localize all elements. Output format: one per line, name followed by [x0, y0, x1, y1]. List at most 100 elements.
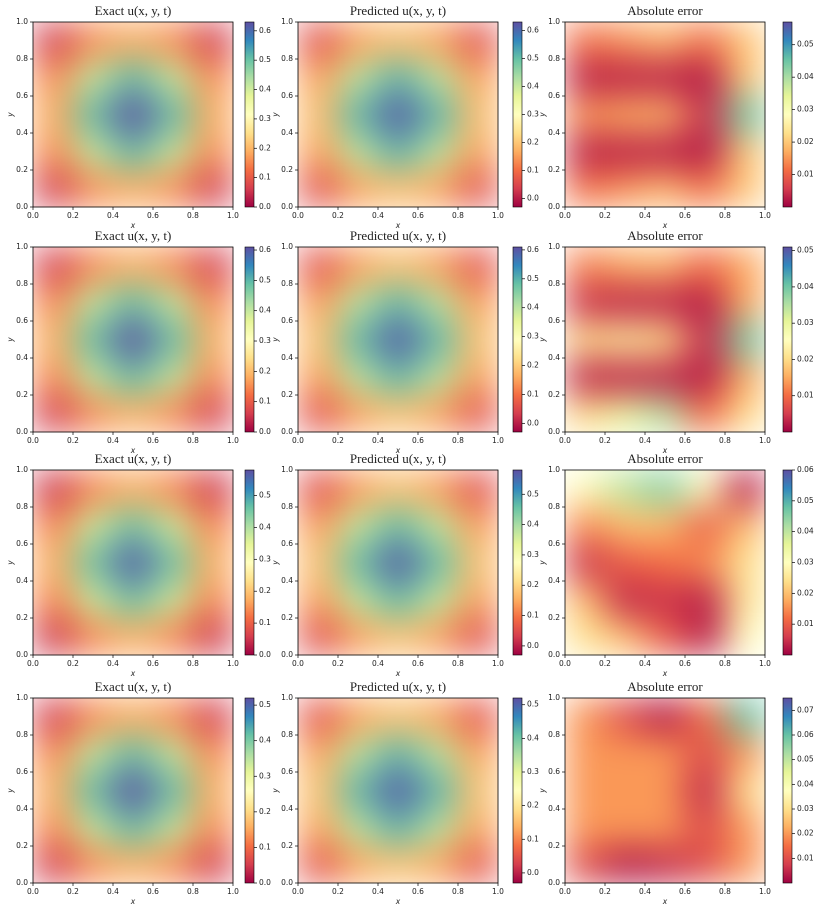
- y-tick-label: 0.0: [281, 202, 293, 211]
- heatmap-cell: [338, 321, 379, 359]
- x-axis-label: x: [395, 897, 401, 906]
- y-axis-label: y: [6, 560, 15, 566]
- colorbar-tick-label: 0.2: [259, 807, 271, 816]
- x-tick-label: 1.0: [759, 436, 771, 445]
- x-tick-label: 0.0: [27, 211, 39, 220]
- heatmap-cell: [458, 544, 499, 582]
- heatmap-cell: [193, 507, 234, 545]
- x-tick-label: 0.4: [639, 659, 651, 668]
- heatmap-cell: [725, 170, 766, 208]
- heatmap-cell: [418, 772, 459, 810]
- x-tick-label: 0.8: [452, 436, 464, 445]
- y-tick-label: 0.2: [548, 841, 560, 850]
- y-tick-label: 1.0: [16, 693, 28, 702]
- y-tick-label: 0.0: [548, 427, 560, 436]
- x-tick-label: 0.6: [412, 887, 424, 896]
- heatmap-cell: [645, 809, 686, 847]
- heatmap-cell: [685, 284, 726, 322]
- heatmap-cell: [565, 470, 606, 508]
- heatmap-cell: [298, 358, 339, 396]
- heatmap-field: [33, 470, 234, 656]
- heatmap-cell: [378, 284, 419, 322]
- heatmap-cell: [605, 96, 646, 134]
- heatmap-cell: [298, 809, 339, 847]
- x-axis-label: x: [395, 446, 401, 455]
- heatmap-cell: [113, 809, 154, 847]
- x-tick-label: 0.0: [27, 436, 39, 445]
- heatmap-cell: [33, 809, 74, 847]
- heatmap-cell: [418, 735, 459, 773]
- heatmap-cell: [193, 618, 234, 656]
- heatmap-cell: [565, 809, 606, 847]
- heatmap-cell: [685, 846, 726, 884]
- heatmap-cell: [338, 133, 379, 171]
- x-tick-label: 1.0: [759, 659, 771, 668]
- heatmap-cell: [458, 22, 499, 60]
- colorbar-tick-label: 0.1: [259, 618, 271, 627]
- y-tick-label: 0.8: [281, 279, 293, 288]
- y-tick-label: 1.0: [16, 242, 28, 251]
- colorbar-tick-label: 0.3: [259, 554, 271, 563]
- heatmap-cell: [418, 22, 459, 60]
- heatmap-cell: [418, 544, 459, 582]
- colorbar-tick-label: 0.5: [527, 53, 539, 62]
- panel-title: Exact u(x, y, t): [95, 679, 172, 694]
- heatmap-cell: [725, 395, 766, 433]
- x-tick-label: 0.8: [719, 436, 731, 445]
- heatmap-cell: [685, 321, 726, 359]
- heatmap-cell: [113, 772, 154, 810]
- y-tick-label: 0.4: [16, 128, 28, 137]
- x-tick-label: 0.0: [27, 659, 39, 668]
- panel-title: Absolute error: [627, 451, 703, 466]
- heatmap-cell: [298, 581, 339, 619]
- panel-title: Exact u(x, y, t): [95, 3, 172, 18]
- colorbar-tick-label: 0.4: [527, 81, 539, 90]
- y-tick-label: 1.0: [281, 693, 293, 702]
- x-tick-label: 0.2: [67, 887, 79, 896]
- x-tick-label: 0.0: [559, 887, 571, 896]
- x-axis-label: x: [395, 221, 401, 230]
- panel-title: Predicted u(x, y, t): [350, 3, 446, 18]
- heatmap-cell: [33, 395, 74, 433]
- heatmap-cell: [338, 507, 379, 545]
- heatmap-cell: [298, 284, 339, 322]
- heatmap-cell: [458, 284, 499, 322]
- colorbar-tick-label: 0.4: [527, 520, 539, 529]
- heatmap-cell: [33, 470, 74, 508]
- x-tick-label: 0.4: [107, 887, 119, 896]
- colorbar-tick-label: 0.06: [797, 465, 814, 474]
- heatmap-cell: [153, 618, 194, 656]
- colorbar: [244, 469, 255, 656]
- colorbar-tick-label: 0.5: [527, 489, 539, 498]
- heatmap-cell: [73, 735, 114, 773]
- heatmap-cell: [565, 59, 606, 97]
- y-tick-label: 0.2: [281, 165, 293, 174]
- heatmap-cell: [73, 321, 114, 359]
- heatmap-cell: [298, 395, 339, 433]
- heatmap-cell: [378, 133, 419, 171]
- heatmap-cell: [73, 284, 114, 322]
- x-tick-label: 0.8: [719, 211, 731, 220]
- colorbar-tick-label: 0.03: [797, 105, 814, 114]
- heatmap-cell: [298, 247, 339, 285]
- plot-frame: [32, 21, 234, 208]
- y-tick-label: 0.6: [281, 767, 293, 776]
- y-tick-label: 0.2: [548, 165, 560, 174]
- heatmap-cell: [338, 395, 379, 433]
- heatmap-cell: [33, 618, 74, 656]
- heatmap-cell: [378, 618, 419, 656]
- x-tick-label: 1.0: [227, 211, 239, 220]
- colorbar-tick-label: 0.4: [259, 306, 271, 315]
- heatmap-cell: [378, 395, 419, 433]
- y-tick-label: 0.8: [281, 54, 293, 63]
- heatmap-cell: [338, 544, 379, 582]
- colorbar-tick-label: 0.4: [259, 522, 271, 531]
- heatmap-cell: [458, 321, 499, 359]
- y-tick-label: 0.6: [281, 316, 293, 325]
- heatmap-cell: [605, 470, 646, 508]
- y-tick-label: 1.0: [16, 465, 28, 474]
- heatmap-cell: [645, 698, 686, 736]
- colorbar-tick-label: 0.04: [797, 779, 814, 788]
- heatmap-field: [33, 698, 234, 884]
- heatmap-cell: [378, 96, 419, 134]
